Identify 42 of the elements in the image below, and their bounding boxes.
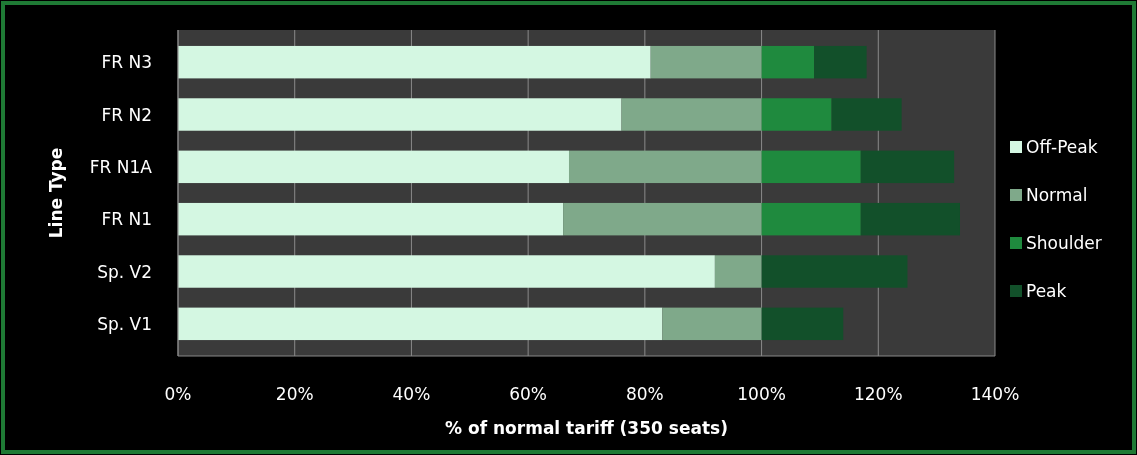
legend-label: Shoulder bbox=[1026, 233, 1102, 253]
y-tick-label: FR N1A bbox=[89, 156, 153, 177]
bar bbox=[814, 45, 867, 79]
bar bbox=[178, 307, 663, 341]
bar bbox=[761, 255, 908, 288]
bar bbox=[860, 202, 960, 236]
bar bbox=[761, 98, 832, 131]
x-axis-title: % of normal tariff (350 seats) bbox=[445, 418, 728, 438]
bar bbox=[178, 45, 651, 79]
bar bbox=[563, 202, 762, 236]
legend-label: Normal bbox=[1026, 185, 1088, 205]
bar bbox=[568, 150, 762, 184]
bar bbox=[761, 45, 815, 79]
bar bbox=[662, 307, 762, 341]
bar bbox=[178, 150, 569, 184]
x-tick-label: 20% bbox=[275, 384, 314, 404]
bar bbox=[178, 255, 715, 288]
bar bbox=[831, 98, 902, 131]
bar bbox=[761, 150, 861, 184]
legend-label: Peak bbox=[1026, 281, 1067, 301]
bar bbox=[621, 98, 762, 131]
y-tick-label: Sp. V2 bbox=[97, 261, 152, 282]
bar bbox=[761, 307, 844, 341]
legend-label: Off-Peak bbox=[1026, 137, 1098, 157]
bar bbox=[860, 150, 955, 184]
x-tick-label: 40% bbox=[392, 384, 431, 404]
x-tick-label: 100% bbox=[737, 384, 786, 404]
y-tick-label: Sp. V1 bbox=[97, 313, 152, 334]
bar bbox=[178, 202, 564, 236]
x-tick-label: 140% bbox=[970, 384, 1020, 404]
bar bbox=[714, 255, 762, 288]
y-tick-label: FR N2 bbox=[101, 104, 152, 125]
x-tick-label: 0% bbox=[164, 384, 192, 404]
y-axis-title: Line Type bbox=[46, 147, 66, 239]
x-tick-label: 120% bbox=[853, 384, 903, 404]
bar bbox=[650, 45, 762, 79]
x-tick-label: 60% bbox=[509, 384, 548, 404]
bar bbox=[178, 98, 622, 131]
bar bbox=[761, 202, 861, 236]
y-tick-label: FR N3 bbox=[101, 52, 152, 73]
x-tick-label: 80% bbox=[625, 384, 664, 404]
y-tick-label: FR N1 bbox=[101, 209, 152, 230]
